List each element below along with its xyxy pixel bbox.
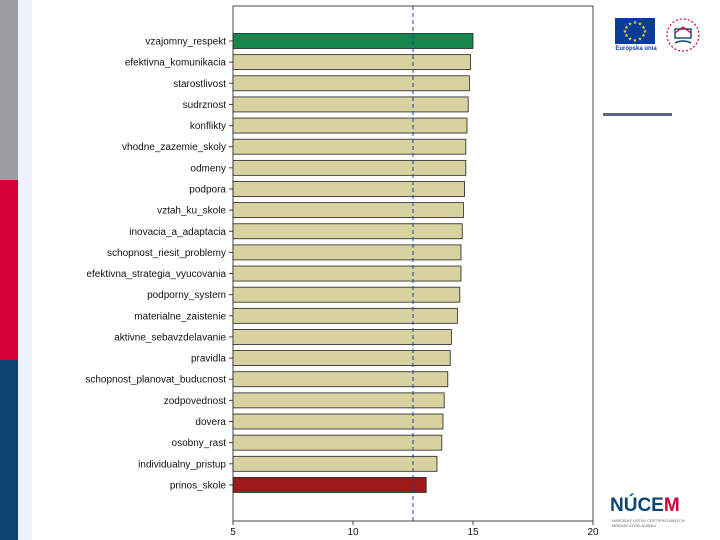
decorative-strip-blue — [0, 360, 18, 540]
y-tick-label: vhodne_zazemie_skoly — [122, 142, 226, 153]
eu-stars-icon: ★ ★★ ★★★ ★★★ ★★★ — [623, 20, 648, 44]
bar-konflikty — [232, 117, 468, 134]
divider-line — [603, 113, 672, 116]
bar-vhodne_zazemie_skoly — [232, 138, 467, 155]
svg-text:★: ★ — [633, 20, 638, 26]
bar-osobny_rast — [232, 434, 443, 451]
y-tick-label: sudrznost — [183, 100, 227, 111]
bar-materialne_zaistenie — [232, 307, 458, 324]
y-tick-label: inovacia_a_adaptacia — [129, 227, 226, 238]
y-axis: vzajomny_respekt efektivna_komunikaciasta… — [85, 37, 233, 491]
eu-flag-logo: ★ ★ ★ ★ ★ ★ ★ ★ ★ ★ ★ ★ — [615, 18, 655, 44]
bar-individualny_pristup — [232, 455, 438, 472]
bar-sudrznost — [232, 96, 469, 113]
y-tick-label: podporny_system — [147, 290, 226, 301]
bar-dovera — [232, 413, 444, 430]
svg-text:★: ★ — [624, 33, 629, 39]
svg-text:★: ★ — [641, 33, 646, 39]
y-tick-label: vzajomny_respekt — [145, 37, 226, 48]
y-tick-label: konflikty — [190, 121, 226, 132]
x-tick-label: 20 — [587, 527, 599, 538]
decorative-strip-gray — [0, 0, 18, 180]
svg-text:★: ★ — [643, 29, 648, 35]
x-tick-label: 10 — [347, 527, 359, 538]
svg-text:★: ★ — [623, 29, 628, 35]
decorative-side-panel — [18, 0, 32, 540]
nucem-logo: NÚCEM — [610, 495, 680, 516]
bar-inovacia_a_adaptacia — [232, 223, 463, 240]
bar-prinos_skole — [232, 477, 427, 493]
bar-efektivna_komunikacia — [232, 54, 472, 71]
bar-pravidla — [232, 350, 451, 367]
decorative-strip-red — [0, 180, 18, 360]
svg-text:★: ★ — [638, 37, 643, 43]
x-axis: 5 10 15 20 — [230, 521, 599, 538]
y-tick-label: zodpovednost — [164, 396, 226, 407]
bar-schopnost_planovat_buducnost — [232, 371, 449, 388]
y-tick-label: dovera — [195, 417, 226, 428]
y-tick-label: odmeny — [190, 163, 226, 174]
bar-starostlivost — [232, 75, 470, 92]
y-tick-label: pravidla — [191, 354, 226, 365]
y-tick-label: aktivne_sebavzdelavanie — [114, 332, 226, 343]
svg-text:★: ★ — [633, 38, 638, 44]
bar-efektivna_strategia_vyucovania — [232, 265, 462, 282]
y-tick-label: prinos_skole — [170, 480, 227, 491]
svg-text:★: ★ — [638, 22, 643, 28]
svg-text:★: ★ — [641, 25, 646, 31]
bar-vzajomny_respekt — [232, 33, 474, 49]
nucem-subtitle: NÁRODNÝ ÚSTAV CERTIFIKOVANÝCH MERANÍ VZD… — [612, 518, 685, 528]
y-tick-label: starostlivost — [173, 79, 226, 90]
svg-text:★: ★ — [628, 37, 633, 43]
bar-schopnost_riesit_problemy — [232, 244, 462, 261]
bar-odmeny — [232, 159, 467, 176]
y-tick-label: schopnost_planovat_buducnost — [85, 375, 226, 386]
y-tick-label: podpora — [189, 184, 226, 195]
bar-podpora — [232, 181, 466, 197]
bars-layer — [232, 33, 474, 493]
bar-podporny_system — [232, 286, 461, 303]
y-tick-label: materialne_zaistenie — [134, 311, 226, 322]
x-tick-label: 15 — [467, 527, 479, 538]
bar-vztah_ku_skole — [232, 202, 464, 219]
bar-aktivne_sebavzdelavanie — [232, 329, 452, 345]
y-tick-label: individualny_pristup — [138, 459, 226, 470]
program-seal-logo — [666, 18, 700, 52]
y-tick-label: efektivna_strategia_vyucovania — [86, 269, 226, 280]
y-tick-label: vztah_ku_skole — [157, 206, 226, 217]
y-tick-label: efektivna_komunikacia — [125, 58, 227, 69]
svg-text:★: ★ — [628, 22, 633, 28]
eu-caption: Európska únia — [615, 46, 657, 52]
x-tick-label: 5 — [230, 527, 236, 538]
y-tick-label: schopnost_riesit_problemy — [107, 248, 226, 259]
y-tick-label: osobny_rast — [172, 438, 227, 449]
svg-text:★: ★ — [624, 25, 629, 31]
